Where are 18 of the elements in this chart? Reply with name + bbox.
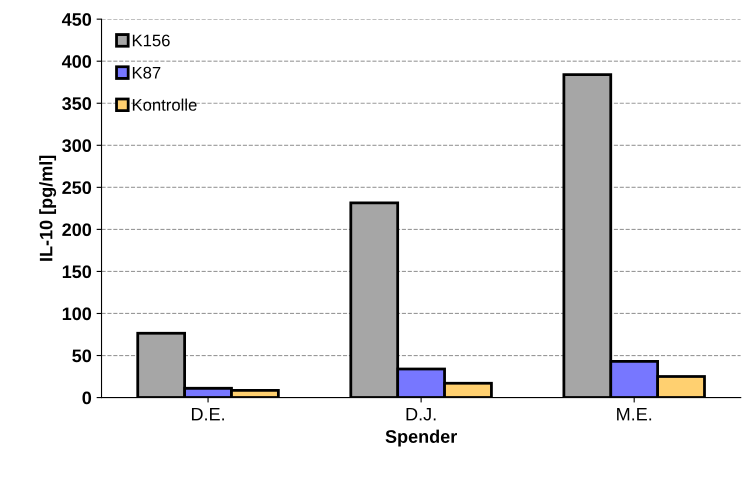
x-axis-title: Spender xyxy=(386,430,457,447)
y-tick-label: 200 xyxy=(62,223,92,236)
x-tick-label: M.E. xyxy=(617,408,652,420)
x-tick-label: D.E. xyxy=(192,408,224,420)
legend-label: K87 xyxy=(132,66,160,79)
x-tick-label: D.J. xyxy=(406,408,436,421)
y-tick-label: 300 xyxy=(62,139,92,152)
legend-label: K156 xyxy=(132,34,170,46)
legend-label: Kontrolle xyxy=(132,98,197,111)
y-tick-label: 250 xyxy=(62,181,92,194)
y-tick-label: 50 xyxy=(72,349,92,362)
y-axis-title: IL-10 [pg/ml] xyxy=(39,156,56,261)
y-tick-label: 400 xyxy=(62,55,92,68)
y-tick-label: 350 xyxy=(62,97,92,110)
y-tick-label: 150 xyxy=(62,265,92,278)
y-tick-label: 450 xyxy=(62,13,92,26)
y-tick-label: 100 xyxy=(62,307,92,320)
y-tick-label: 0 xyxy=(82,392,92,404)
